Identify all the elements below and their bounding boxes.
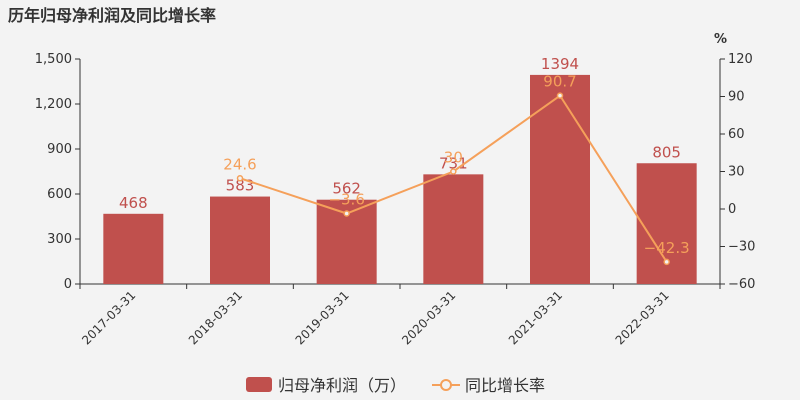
right-axis-tick-label: 60 <box>728 127 745 142</box>
left-axis: 0 300 600 900 1,200 1,500 <box>35 52 81 292</box>
bar <box>530 74 590 285</box>
line-point <box>343 210 350 217</box>
legend-bar-label: 归母净利润（万） <box>278 376 406 395</box>
right-axis: −60 −30 0 30 60 90 120 <box>719 52 755 292</box>
bar <box>103 213 164 284</box>
right-axis-tick-label: 120 <box>728 52 753 67</box>
line-value-label: −42.3 <box>644 239 690 257</box>
line-value-label: 24.6 <box>223 155 256 173</box>
left-axis-tick-label: 300 <box>47 232 72 247</box>
line-series <box>236 92 670 266</box>
x-axis-tick-label: 2018-03-31 <box>186 288 245 347</box>
right-axis-tick-label: 90 <box>728 90 745 105</box>
x-axis-tick-label: 2021-03-31 <box>506 288 565 347</box>
bar-series <box>103 74 697 285</box>
line-point <box>556 92 564 99</box>
right-axis-tick-label: 30 <box>728 165 745 180</box>
x-axis-tick-label: 2022-03-31 <box>613 288 672 347</box>
line-labels: 24.6 −3.6 30 90.7 −42.3 <box>223 73 689 257</box>
bar <box>210 196 270 284</box>
bar-value-label: 731 <box>439 154 468 172</box>
x-axis-tick-label: 2019-03-31 <box>293 288 352 347</box>
line-value-label: 30 <box>444 149 463 167</box>
bar-value-label: 562 <box>332 180 361 198</box>
legend: 归母净利润（万） 同比增长率 <box>246 376 545 395</box>
left-axis-tick-label: 1,200 <box>35 97 72 112</box>
legend-line-marker <box>440 379 452 391</box>
legend-bar-swatch <box>246 377 272 392</box>
chart-title: 历年归母净利润及同比增长率 <box>8 6 216 25</box>
right-axis-tick-label: −60 <box>728 277 755 292</box>
bar-value-label: 1394 <box>541 55 579 73</box>
bar-value-label: 468 <box>119 194 148 212</box>
bar-value-label: 805 <box>652 143 681 161</box>
right-axis-unit: % <box>714 32 727 47</box>
x-axis-tick-label: 2017-03-31 <box>79 288 138 347</box>
line-point <box>450 168 457 175</box>
x-axis: 2017-03-31 2018-03-31 2019-03-31 2020-03-31… <box>79 283 721 347</box>
x-axis-tick-label: 2020-03-31 <box>399 288 458 347</box>
right-axis-tick-label: 0 <box>728 202 736 217</box>
left-axis-tick-label: 1,500 <box>35 52 72 67</box>
left-axis-tick-label: 900 <box>47 142 72 157</box>
bar <box>423 174 484 284</box>
bar <box>636 163 697 284</box>
line-point <box>236 175 244 182</box>
legend-line-label: 同比增长率 <box>465 376 545 395</box>
left-axis-tick-label: 0 <box>64 277 72 292</box>
line-point <box>663 258 670 266</box>
line-value-label: −3.6 <box>328 191 364 209</box>
line-value-label: 90.7 <box>543 73 576 91</box>
left-axis-tick-label: 600 <box>47 187 72 202</box>
right-axis-tick-label: −30 <box>728 240 755 255</box>
